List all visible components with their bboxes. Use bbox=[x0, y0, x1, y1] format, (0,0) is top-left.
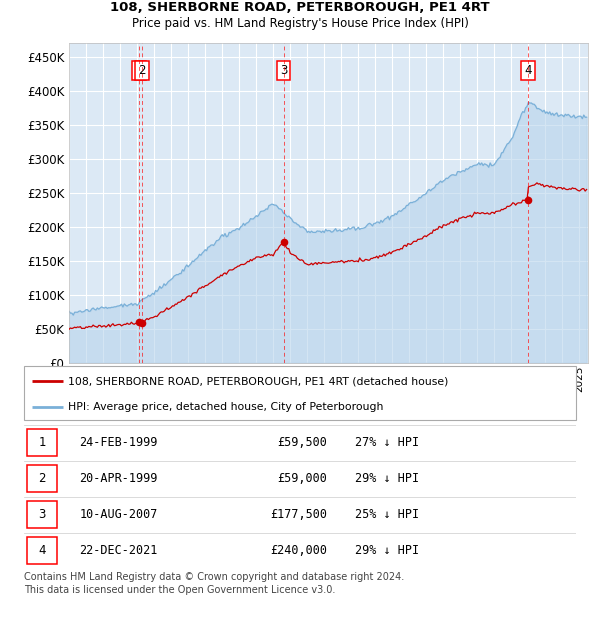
Text: 4: 4 bbox=[38, 544, 46, 557]
Text: 29% ↓ HPI: 29% ↓ HPI bbox=[355, 544, 419, 557]
Text: 1: 1 bbox=[38, 436, 46, 449]
FancyBboxPatch shape bbox=[27, 465, 57, 492]
Text: 4: 4 bbox=[524, 64, 532, 77]
Text: £177,500: £177,500 bbox=[271, 508, 328, 521]
Text: 24-FEB-1999: 24-FEB-1999 bbox=[79, 436, 158, 449]
Text: This data is licensed under the Open Government Licence v3.0.: This data is licensed under the Open Gov… bbox=[24, 585, 335, 595]
Text: 108, SHERBORNE ROAD, PETERBOROUGH, PE1 4RT: 108, SHERBORNE ROAD, PETERBOROUGH, PE1 4… bbox=[110, 1, 490, 14]
Text: 25% ↓ HPI: 25% ↓ HPI bbox=[355, 508, 419, 521]
Text: HPI: Average price, detached house, City of Peterborough: HPI: Average price, detached house, City… bbox=[68, 402, 383, 412]
Text: 20-APR-1999: 20-APR-1999 bbox=[79, 472, 158, 485]
Text: 10-AUG-2007: 10-AUG-2007 bbox=[79, 508, 158, 521]
Text: 3: 3 bbox=[38, 508, 46, 521]
Text: £59,500: £59,500 bbox=[278, 436, 328, 449]
Text: 2: 2 bbox=[139, 64, 146, 77]
FancyBboxPatch shape bbox=[27, 429, 57, 456]
Text: £59,000: £59,000 bbox=[278, 472, 328, 485]
FancyBboxPatch shape bbox=[27, 537, 57, 564]
Text: 108, SHERBORNE ROAD, PETERBOROUGH, PE1 4RT (detached house): 108, SHERBORNE ROAD, PETERBOROUGH, PE1 4… bbox=[68, 376, 449, 386]
Text: 22-DEC-2021: 22-DEC-2021 bbox=[79, 544, 158, 557]
Text: Price paid vs. HM Land Registry's House Price Index (HPI): Price paid vs. HM Land Registry's House … bbox=[131, 17, 469, 30]
Text: 27% ↓ HPI: 27% ↓ HPI bbox=[355, 436, 419, 449]
Text: 29% ↓ HPI: 29% ↓ HPI bbox=[355, 472, 419, 485]
Text: 1: 1 bbox=[136, 64, 143, 77]
Text: Contains HM Land Registry data © Crown copyright and database right 2024.: Contains HM Land Registry data © Crown c… bbox=[24, 572, 404, 582]
FancyBboxPatch shape bbox=[27, 501, 57, 528]
Text: £240,000: £240,000 bbox=[271, 544, 328, 557]
Text: 3: 3 bbox=[280, 64, 287, 77]
Text: 2: 2 bbox=[38, 472, 46, 485]
FancyBboxPatch shape bbox=[24, 366, 576, 420]
